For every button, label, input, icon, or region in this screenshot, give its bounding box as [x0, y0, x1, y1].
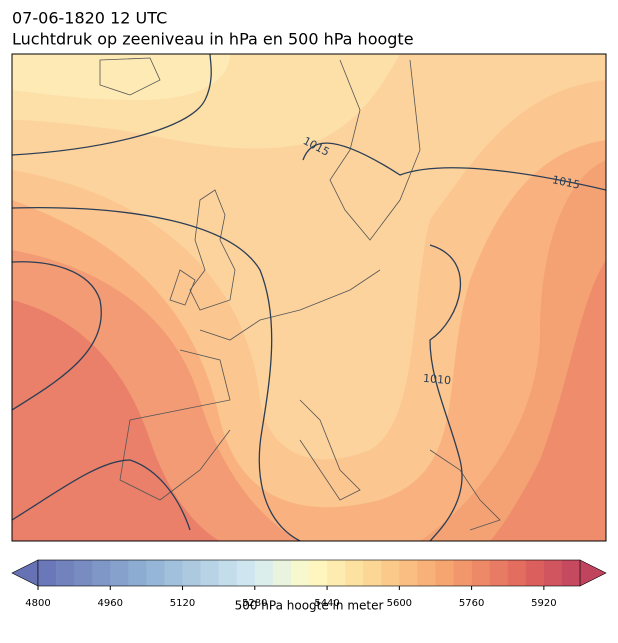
field [12, 54, 606, 460]
colorbar-bin [363, 560, 382, 586]
colorbar-tick-label: 4800 [25, 598, 50, 609]
colorbar-bin [290, 560, 310, 586]
isobars [12, 54, 606, 541]
field [12, 300, 220, 541]
colorbar-bin [146, 560, 165, 586]
colorbar-bin [110, 560, 129, 586]
colorbar-tick-label: 5120 [170, 598, 195, 609]
colorbar-bin [327, 560, 346, 586]
colorbar-bin [38, 560, 57, 586]
colorbar-bin [236, 560, 256, 586]
colorbar-bin [92, 560, 111, 586]
colorbar-bin [525, 560, 545, 586]
isobar-label: 1015 [551, 173, 581, 192]
colorbar-bin [128, 560, 147, 586]
colorbar-bin [182, 560, 201, 586]
map [12, 54, 606, 541]
colorbar-bin [200, 560, 219, 586]
colorbar-tick-label: 5600 [387, 598, 412, 609]
colorbar-bin [272, 560, 292, 586]
colorbar-bin [74, 560, 93, 586]
colorbar-tick-label: 5760 [459, 598, 484, 609]
colorbar-bin [507, 560, 527, 586]
subtitle: Luchtdruk op zeeniveau in hPa en 500 hPa… [12, 30, 414, 49]
colorbar-bin [399, 560, 418, 586]
colorbar-bin [417, 560, 436, 586]
colorbar-bin [164, 560, 183, 586]
field [490, 260, 606, 541]
colorbar-bin [218, 560, 238, 586]
colorbar-tick-label: 5440 [314, 598, 339, 609]
colorbar-bin [471, 560, 490, 586]
colorbar-bin [309, 560, 328, 586]
field [12, 54, 230, 100]
colorbar-bin [543, 560, 563, 586]
title: 07-06-1820 12 UTC [12, 9, 167, 28]
colorbar-extend [579, 559, 607, 587]
isobar-label: 1010 [423, 372, 452, 387]
colorbar-tick-label: 5920 [531, 598, 556, 609]
map-frame [11, 53, 607, 542]
colorbar-bin [254, 560, 274, 586]
colorbar-extend [11, 559, 39, 587]
colorbar-frame [37, 559, 581, 587]
coastlines [99, 57, 501, 531]
colorbar-label: 500 hPa hoogte in meter [235, 599, 384, 613]
colorbar-bin [435, 560, 454, 586]
colorbar-bin [489, 560, 509, 586]
colorbar-bin [453, 560, 472, 586]
colorbar-bin [345, 560, 364, 586]
colorbar-tick-label: 5280 [242, 598, 267, 609]
colorbar-bin [381, 560, 400, 586]
colorbar-tick-label: 4960 [98, 598, 123, 609]
colorbar-bin [561, 560, 581, 586]
colorbar-bin [56, 560, 75, 586]
